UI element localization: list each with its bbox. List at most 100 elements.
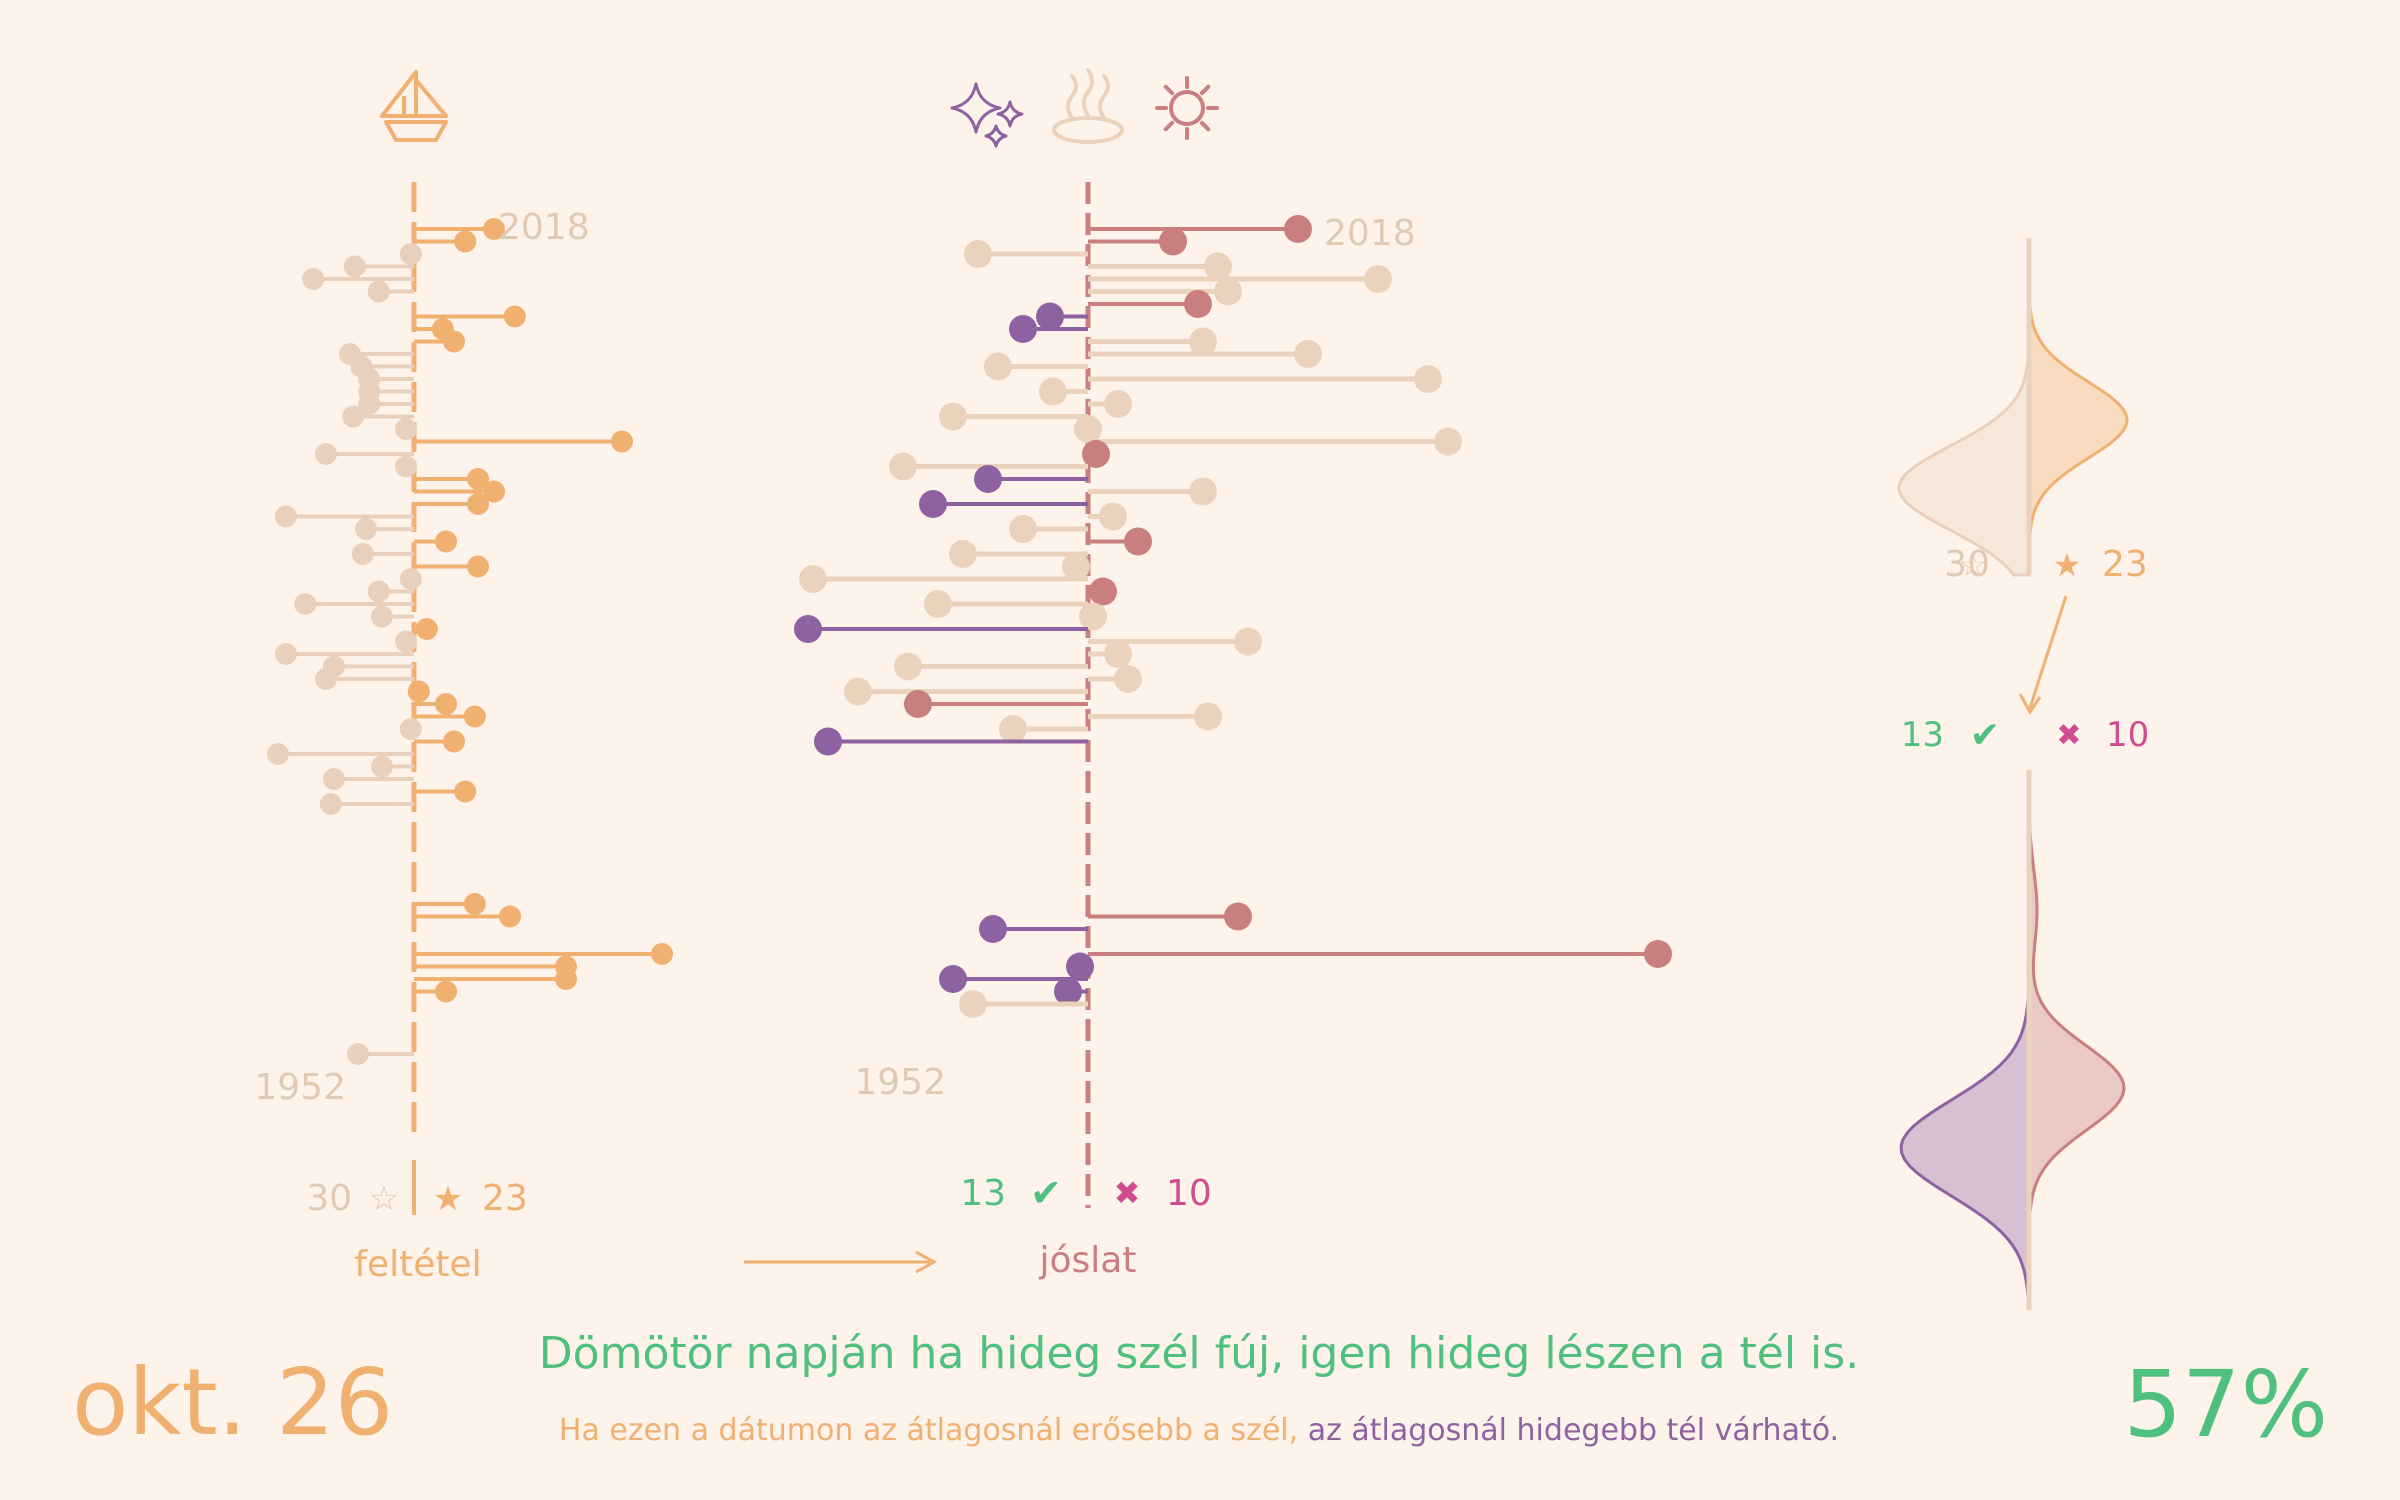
arrow-down-icon — [2028, 595, 2068, 709]
density-checkmark-icon: ✔ — [1970, 715, 2000, 756]
condition-point — [651, 943, 673, 965]
condition-point — [503, 305, 526, 328]
prediction-point — [1082, 440, 1110, 468]
prediction-point — [1089, 577, 1117, 606]
prediction-point — [1224, 902, 1252, 931]
condition-point — [407, 680, 430, 703]
density-cross-icon: ✖ — [2056, 718, 2081, 753]
condition-point — [358, 393, 381, 415]
prediction-point — [1124, 527, 1152, 556]
condition-point — [467, 555, 489, 578]
prediction-point — [1104, 640, 1132, 668]
prediction-point — [904, 690, 932, 718]
condition-point — [319, 793, 342, 815]
condition-point — [315, 443, 337, 465]
condition-point — [435, 980, 457, 1003]
condition-point — [351, 543, 374, 565]
prediction-year-top: 2018 — [1324, 213, 1416, 254]
sun-ray — [1163, 120, 1175, 132]
prediction-point — [1644, 940, 1672, 968]
prediction-point — [1079, 602, 1107, 631]
prediction-point — [1234, 627, 1262, 656]
steam-right — [1098, 74, 1110, 120]
prediction-point — [939, 402, 967, 431]
prediction-point — [1114, 665, 1142, 693]
sparkle-medium — [996, 100, 1024, 128]
prediction-point — [1189, 327, 1217, 356]
sparkle-small — [984, 124, 1008, 148]
condition-point — [454, 780, 477, 803]
steam-middle — [1082, 68, 1094, 118]
condition-point — [399, 243, 422, 265]
condition-point — [499, 905, 521, 928]
prediction-point — [919, 490, 947, 518]
hot-spring-basin — [1052, 116, 1124, 144]
condition-count-met: 23 — [482, 1178, 528, 1219]
condition-point — [294, 593, 317, 615]
steam-left — [1066, 74, 1078, 120]
sailboat-sail-right — [414, 78, 448, 118]
condition-point — [415, 618, 438, 640]
prediction-year-bottom: 1952 — [854, 1062, 946, 1103]
date-label: okt. 26 — [72, 1349, 393, 1456]
condition-point — [435, 530, 457, 553]
condition-point — [443, 330, 465, 353]
condition-point — [483, 218, 505, 240]
prediction-point — [1194, 702, 1222, 731]
density-count-met: 23 — [2102, 544, 2148, 585]
star-full-icon: ★ — [433, 1179, 463, 1219]
condition-count-not-met: 30 — [306, 1178, 352, 1219]
prediction-cold-density — [1899, 775, 2031, 1307]
prediction-point — [1414, 365, 1442, 393]
prediction-point — [939, 965, 967, 993]
condition-point — [342, 405, 365, 428]
star-empty-icon: ☆ — [369, 1179, 399, 1219]
condition-point — [315, 668, 337, 690]
prediction-point — [1189, 477, 1217, 506]
sun-ray — [1199, 120, 1211, 132]
condition-point — [454, 230, 477, 253]
condition-point — [343, 255, 366, 278]
condition-point — [395, 418, 417, 440]
prediction-point — [999, 715, 1027, 743]
prediction-point — [1066, 952, 1094, 981]
condition-point — [467, 468, 489, 490]
condition-point — [399, 568, 422, 590]
condition-point — [302, 268, 325, 290]
condition-point — [399, 718, 422, 740]
density-star-empty-icon: ☆ — [1958, 546, 1987, 584]
prediction-count-correct: 13 — [960, 1173, 1006, 1214]
prediction-point — [889, 452, 917, 481]
condition-point — [395, 630, 417, 653]
cross-icon: ✖ — [1114, 1174, 1141, 1212]
prediction-point — [1104, 390, 1132, 418]
prediction-point — [1434, 427, 1462, 456]
sun-disc — [1169, 90, 1205, 126]
prediction-point — [799, 565, 827, 593]
density-star-full-icon: ★ — [2053, 546, 2082, 584]
prediction-point — [974, 465, 1002, 493]
prediction-point — [1039, 377, 1067, 406]
prediction-point — [964, 240, 992, 268]
prediction-count-wrong: 10 — [1166, 1173, 1212, 1214]
prediction-point — [1074, 415, 1102, 443]
prediction-point — [959, 990, 987, 1018]
arrow-right-head — [915, 1250, 938, 1274]
prediction-point — [949, 540, 977, 568]
prediction-point — [1062, 552, 1090, 581]
condition-point — [435, 693, 457, 715]
prediction-point — [1054, 977, 1082, 1006]
condition-point — [275, 643, 297, 665]
condition-point — [267, 743, 289, 765]
condition-year-top: 2018 — [498, 207, 590, 248]
condition-point — [555, 968, 577, 990]
explanation-condition: Ha ezen a dátumon az átlagosnál erősebb … — [559, 1413, 1308, 1448]
sailboat-icon — [380, 70, 448, 142]
condition-point — [347, 1043, 369, 1065]
prediction-point — [894, 652, 922, 681]
sun-icon — [1155, 76, 1219, 140]
prediction-point — [1204, 252, 1232, 281]
proverb-text: Dömötör napján ha hideg szél fúj, igen h… — [539, 1328, 1859, 1379]
